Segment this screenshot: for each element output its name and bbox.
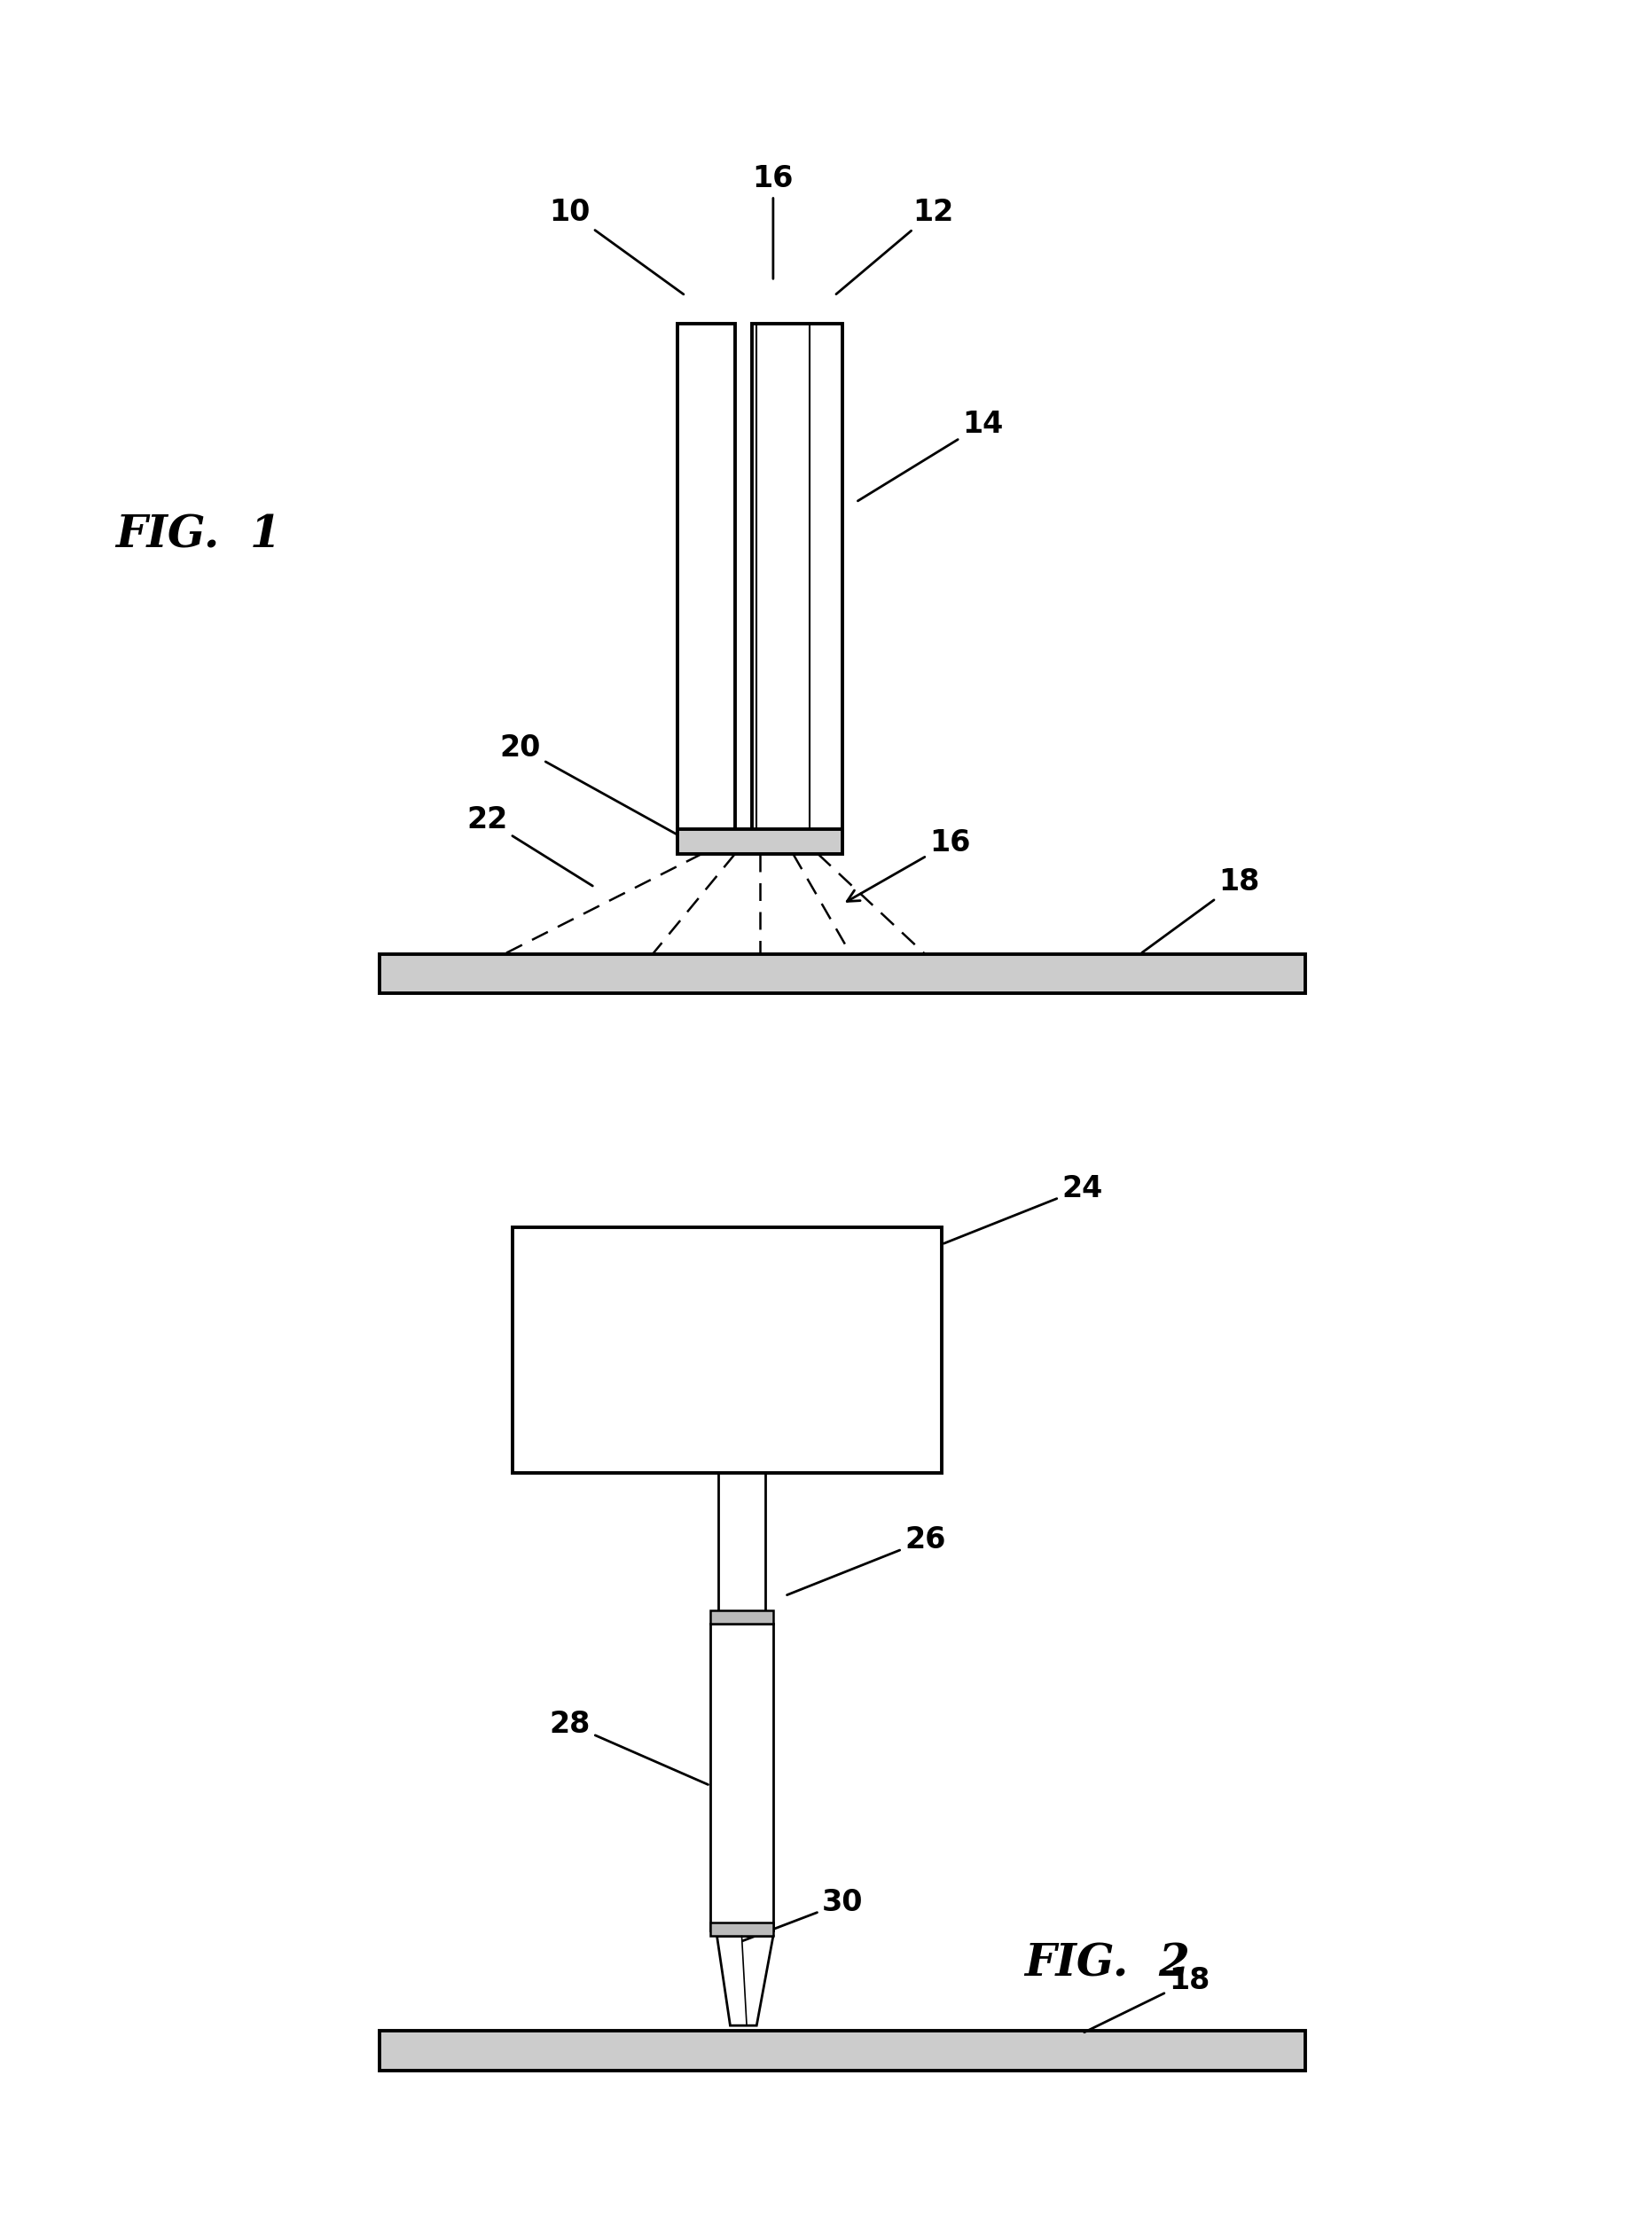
Text: 14: 14 (857, 408, 1003, 500)
Polygon shape (717, 1935, 773, 2027)
Text: 30: 30 (742, 1888, 862, 1942)
Text: 26: 26 (786, 1524, 945, 1596)
Text: 16: 16 (753, 163, 793, 279)
Text: 24: 24 (943, 1174, 1102, 1243)
Bar (719, 1473, 765, 1618)
Bar (512, 1228, 942, 1473)
Text: 28: 28 (550, 1710, 709, 1786)
Text: 16: 16 (847, 828, 970, 902)
Bar (710, 1922, 773, 1935)
Bar (677, 828, 843, 855)
Bar (752, 324, 843, 837)
Text: 18: 18 (1084, 1966, 1209, 2033)
Text: 10: 10 (550, 196, 684, 295)
Bar (710, 1625, 773, 1931)
Text: FIG.  2: FIG. 2 (1024, 1942, 1189, 1986)
Bar (710, 1612, 773, 1625)
Text: 12: 12 (836, 196, 953, 295)
Text: 18: 18 (1142, 866, 1259, 953)
Bar (677, 324, 735, 837)
Text: 20: 20 (501, 732, 684, 837)
Bar (380, 955, 1305, 993)
Text: FIG.  1: FIG. 1 (116, 513, 281, 558)
Text: 22: 22 (468, 806, 593, 886)
Bar (380, 2031, 1305, 2071)
